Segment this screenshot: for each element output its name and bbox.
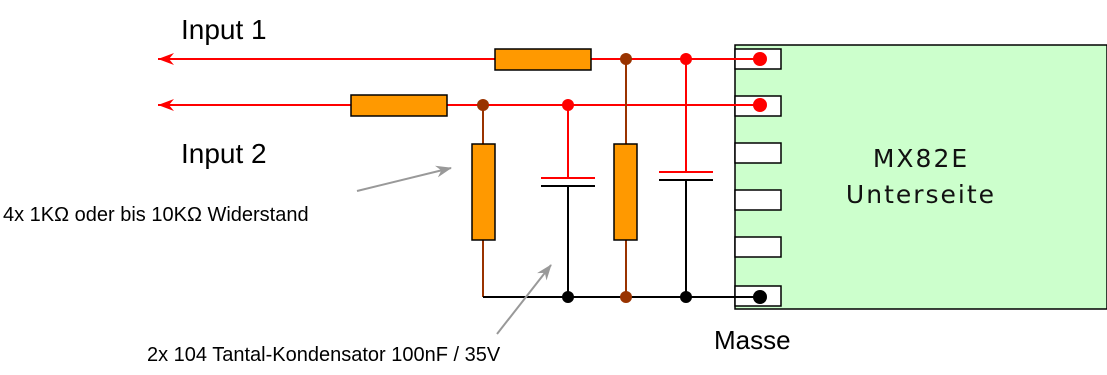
capacitor-2: [659, 171, 713, 181]
capacitor-callout-arrow: [496, 264, 552, 335]
ground-label: Masse: [714, 325, 791, 355]
pulldown-resistor-1: [471, 143, 496, 241]
series-resistor-input2: [350, 94, 448, 117]
junction-input1-pulldown: [620, 53, 632, 65]
chip-body: [734, 44, 1107, 310]
junction-input1-capacitor: [680, 53, 692, 65]
junction-input2-pulldown: [477, 99, 489, 111]
resistor-callout-arrow: [356, 165, 452, 192]
chip-side: Unterseite: [845, 180, 997, 209]
junction-ground-cap2: [680, 291, 692, 303]
junction-ground-res2: [620, 291, 632, 303]
input2-label: Input 2: [181, 138, 267, 169]
resistor-note: 4x 1KΩ oder bis 10KΩ Widerstand: [3, 204, 309, 226]
chip-name: MX82E: [872, 143, 970, 173]
chip-pin-5: [734, 236, 782, 258]
chip-pins: [734, 48, 782, 307]
capacitor-note: 2x 104 Tantal-Kondensator 100nF / 35V: [147, 344, 501, 366]
series-resistor-input1: [494, 48, 592, 71]
input1-label: Input 1: [181, 14, 267, 45]
chip-pin-3: [734, 142, 782, 164]
junction-input2-capacitor: [562, 99, 574, 111]
chip-label: MX82E Unterseite: [735, 45, 1107, 309]
junction-dots: [477, 52, 767, 304]
junction-ground-cap1: [562, 291, 574, 303]
junction-pin2: [753, 98, 767, 112]
capacitor-1: [541, 177, 595, 187]
chip-pin-4: [734, 189, 782, 211]
junction-pin1: [753, 52, 767, 66]
pulldown-resistor-2: [613, 143, 638, 241]
junction-pin6: [753, 290, 767, 304]
